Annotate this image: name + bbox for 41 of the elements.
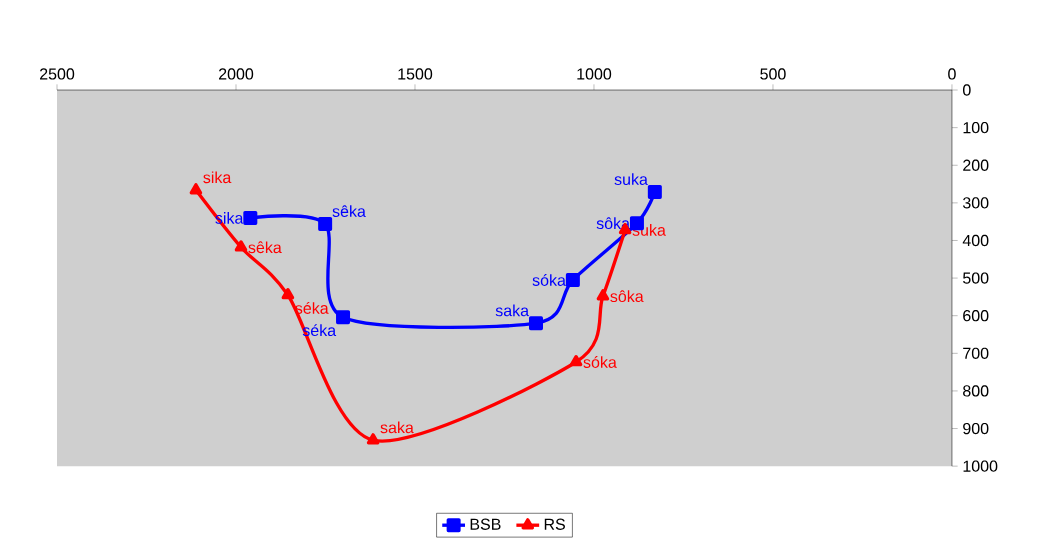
x-tick-label: 500 [760,68,786,80]
point [569,354,583,367]
x-tick-label: 2000 [219,68,254,80]
y-tick-label: 400 [962,234,989,247]
y-tick-label: 700 [963,347,989,359]
point [281,287,295,300]
x-tick-label: 1000 [577,68,612,80]
point [565,272,580,287]
point [243,210,258,225]
y-tick-label: 1000 [963,460,998,472]
x-tick-label: 2500 [40,68,75,80]
y-tick-label: 800 [963,385,989,397]
data-label: sóka [532,273,566,286]
y-tick-label: 100 [963,121,989,134]
y-tick-label: 500 [963,272,989,284]
legend-label: BSB [470,518,501,530]
data-label: sôka [610,290,644,302]
point [336,310,351,325]
data-label: suka [614,173,648,185]
legend-label: RS [544,518,565,530]
point [318,216,333,231]
data-label: saka [380,421,414,434]
x-tick-label: 1500 [398,68,433,80]
point [596,289,610,301]
data-label: sika [203,171,232,184]
y-tick-label: 600 [963,309,989,322]
y-tick-label: 200 [963,159,989,171]
data-label: saka [495,304,530,317]
point [189,183,203,195]
data-label: sóka [583,355,617,368]
point [528,316,543,331]
point [366,433,380,445]
data-label: sêka [248,241,282,254]
y-tick-label: 300 [962,197,989,209]
y-tick-label: 0 [962,84,971,96]
point [234,240,248,252]
x-tick-label: 0 [948,68,956,80]
data-label: séka [295,301,329,314]
data-label: sêka [332,205,366,217]
y-tick-label: 900 [963,422,989,435]
point [647,184,662,199]
